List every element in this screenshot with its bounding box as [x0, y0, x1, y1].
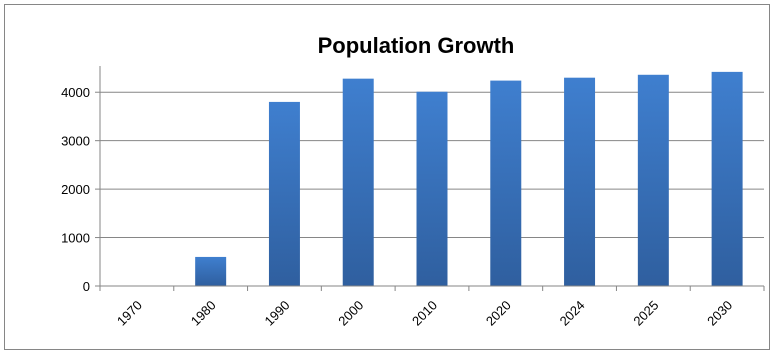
- bars: [195, 71, 743, 287]
- x-tick-label: 1990: [262, 298, 293, 329]
- y-tick-label: 0: [83, 279, 90, 294]
- bar-2024: [564, 77, 596, 286]
- x-tick-label: 2030: [704, 298, 735, 329]
- bar-2010: [416, 91, 448, 286]
- x-tick-labels: 1970 1980 1990 2000 2010 2020 2024 2025 2030: [114, 298, 735, 329]
- bar-2025: [637, 74, 669, 286]
- y-tick-label: 2000: [61, 182, 90, 197]
- x-tick-label: 2000: [335, 298, 366, 329]
- y-tick-labels: 0 1000 2000 3000 4000: [61, 85, 90, 294]
- bar-2030: [711, 71, 743, 287]
- x-tick-label: 2025: [630, 298, 661, 329]
- y-tick-label: 3000: [61, 134, 90, 149]
- bar-2020: [490, 80, 522, 287]
- chart-title: Population Growth: [318, 33, 515, 58]
- x-tick-label: 2010: [409, 298, 440, 329]
- x-tick-label: 2024: [557, 298, 588, 329]
- x-tick-label: 1970: [114, 298, 145, 329]
- y-tick-label: 4000: [61, 85, 90, 100]
- bar-1980: [195, 256, 227, 286]
- x-tick-label: 2020: [483, 298, 514, 329]
- bar-2000: [342, 78, 374, 286]
- y-tick-label: 1000: [61, 231, 90, 246]
- x-tick-label: 1980: [188, 298, 219, 329]
- bar-1990: [268, 101, 300, 287]
- axes: [99, 66, 765, 291]
